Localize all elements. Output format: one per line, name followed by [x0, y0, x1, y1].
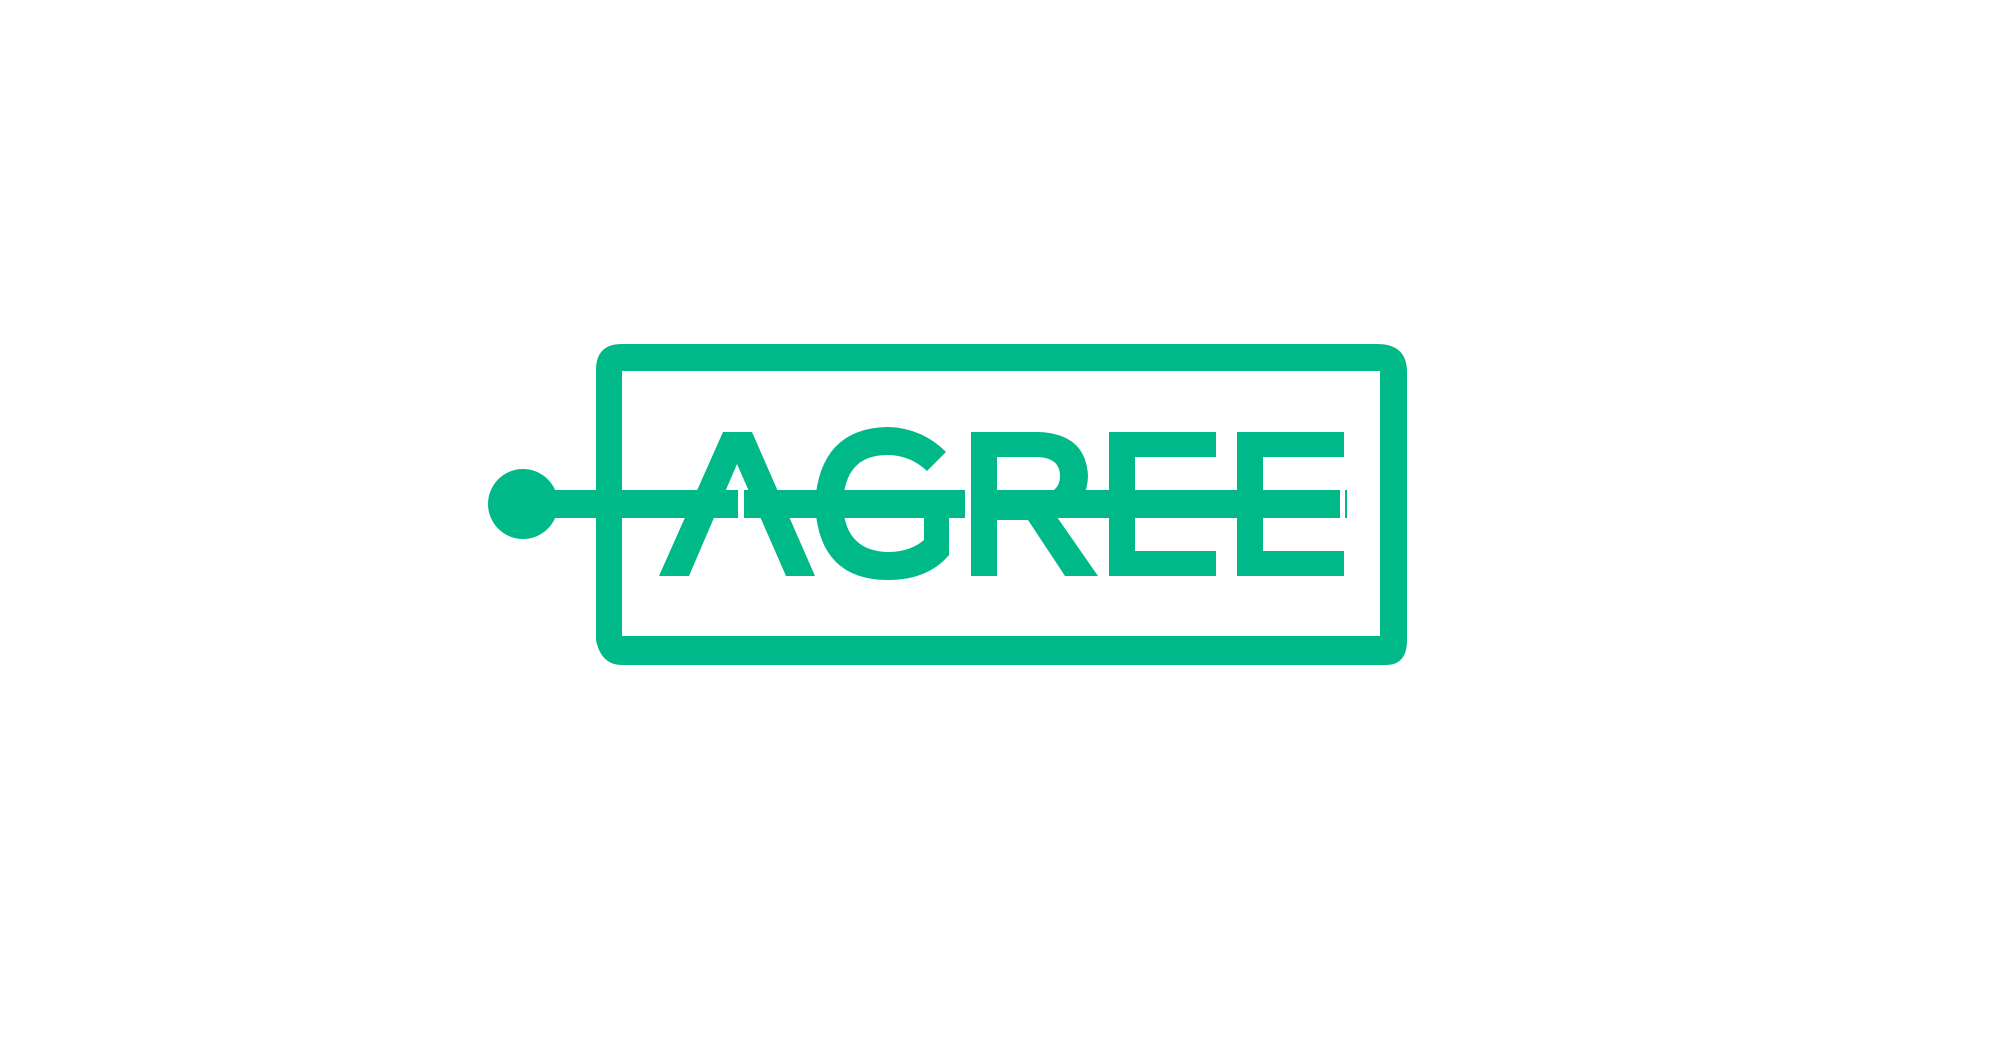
tag-string [540, 490, 1340, 518]
wordmark-letter-r [971, 432, 1098, 576]
wordmark-letter-e-1 [1109, 432, 1216, 576]
string-gaps [738, 489, 1379, 519]
wordmark-letter-a [659, 432, 815, 576]
string-end [1345, 490, 1347, 518]
tag-hole [488, 469, 558, 539]
wordmark-letter-g [815, 427, 949, 580]
tag-with-string-logo-icon [488, 344, 1407, 665]
wordmark-letter-e-2 [1237, 432, 1344, 576]
